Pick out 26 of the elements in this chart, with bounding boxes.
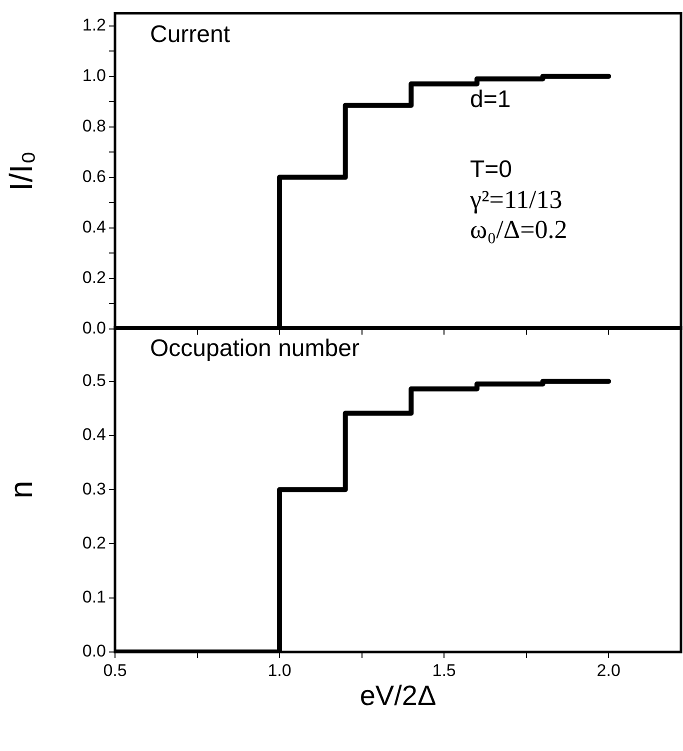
y-tick-label: 1.0	[82, 66, 106, 86]
y-axis-title: I/I₀	[3, 151, 40, 191]
y-tick-label: 0.4	[82, 217, 106, 236]
annotation: Current	[150, 20, 230, 48]
x-tick-label: 1.5	[432, 660, 456, 680]
y-tick-label: 1.2	[82, 16, 106, 35]
y-tick-label: 0.8	[82, 116, 106, 136]
y-tick-label: 0.4	[82, 425, 106, 444]
annotation: ω₀/Δ=0.2	[470, 215, 568, 244]
x-axis-title: eV/2Δ	[360, 680, 436, 711]
annotation: γ²=11/13	[469, 185, 562, 214]
y-axis-title: n	[3, 480, 40, 498]
annotation: d=1	[470, 86, 511, 113]
annotation: T=0	[470, 156, 512, 183]
x-tick-label: 1.0	[268, 660, 292, 680]
y-tick-label: 0.6	[82, 167, 106, 186]
x-tick-label: 0.5	[103, 660, 127, 680]
y-tick-label: 0.0	[82, 318, 106, 338]
y-tick-label: 0.3	[82, 479, 106, 498]
x-tick-label: 2.0	[596, 660, 620, 680]
y-tick-label: 0.2	[82, 533, 106, 552]
y-tick-label: 0.5	[82, 371, 106, 390]
y-tick-label: 0.0	[82, 642, 106, 661]
y-tick-label: 0.2	[82, 268, 106, 287]
annotation: Occupation number	[150, 334, 360, 362]
y-tick-label: 0.1	[82, 588, 106, 607]
